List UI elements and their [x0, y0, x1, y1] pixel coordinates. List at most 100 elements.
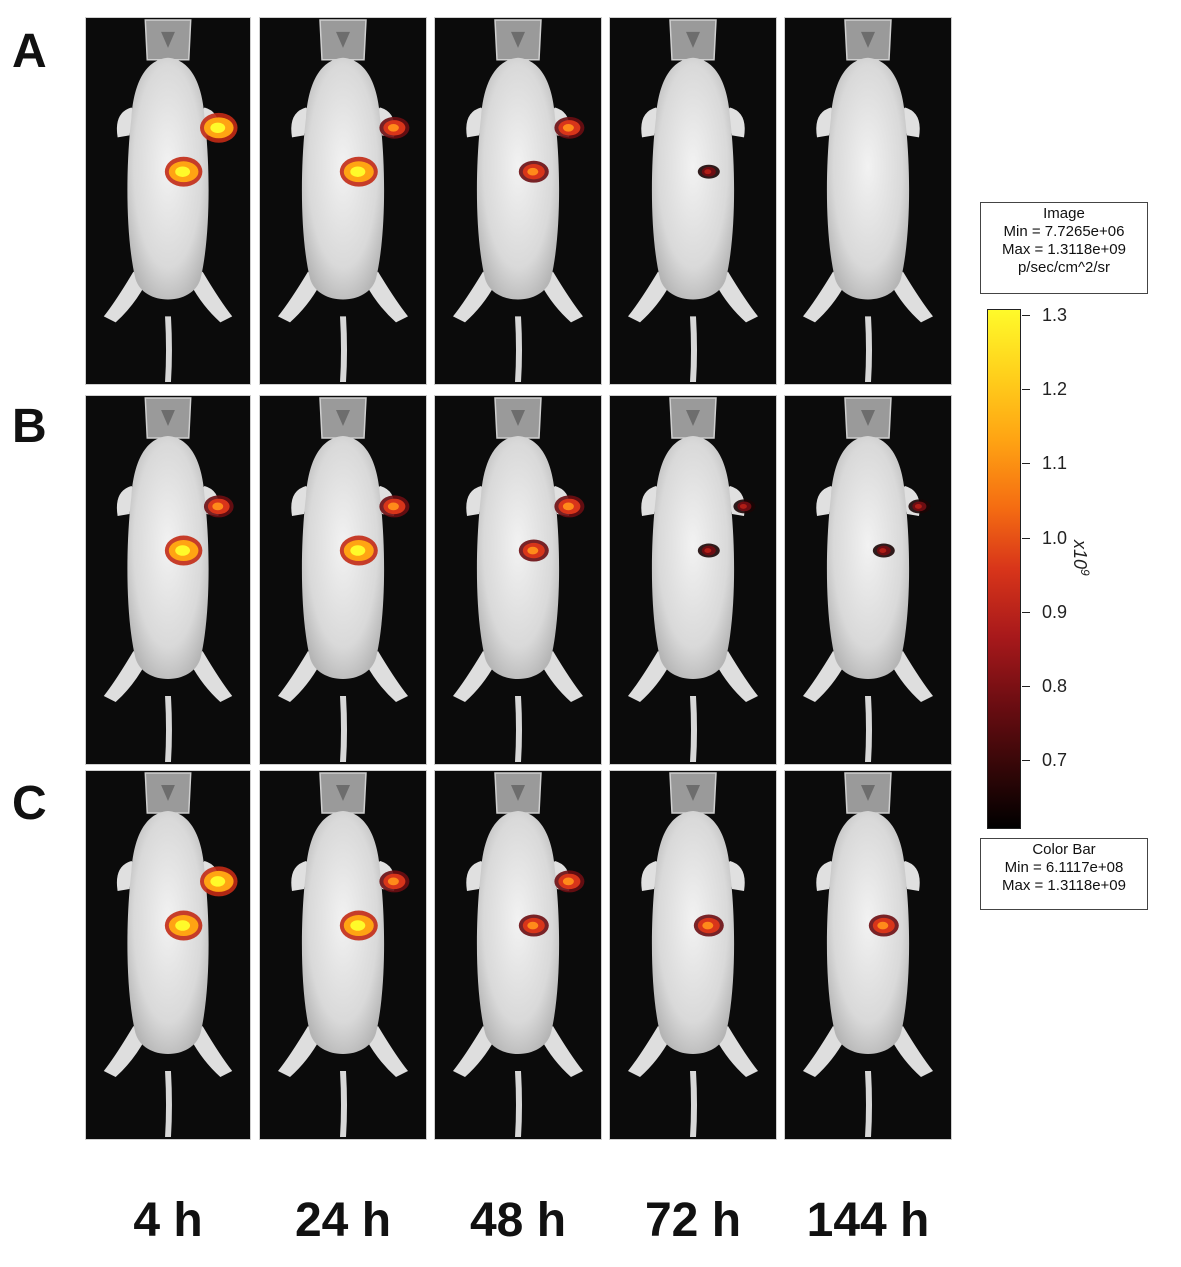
row-label-a: A	[12, 25, 47, 78]
colorbar-info-min: Min = 6.1117e+08	[1004, 859, 1124, 876]
colorbar-info-box: Color Bar Min = 6.1117e+08 Max = 1.3118e…	[980, 838, 1148, 910]
mouse-body-icon	[651, 811, 735, 1054]
time-label-24h: 24 h	[294, 1194, 392, 1247]
mouse-panel-a-0	[85, 17, 251, 385]
mouse-tail-icon	[515, 696, 522, 762]
mouse-hind-leg-left-icon	[453, 1026, 495, 1077]
signal-core	[562, 877, 574, 886]
nose-cone-mark	[686, 410, 700, 426]
time-label-48h: 48 h	[469, 1194, 567, 1247]
mouse-panel-c-2	[434, 770, 602, 1140]
mouse-panel-b-4	[784, 395, 952, 765]
mouse-hind-leg-left-icon	[278, 271, 320, 323]
nose-cone-mark	[511, 31, 525, 48]
signal-core	[175, 545, 191, 556]
color-bar-tick	[1022, 315, 1030, 316]
signal-core	[350, 545, 366, 556]
mouse-tail-icon	[340, 696, 347, 762]
mouse-panel-a-2	[434, 17, 602, 385]
color-bar-tick-label: 0.7	[1042, 750, 1068, 770]
image-info-box: Image Min = 7.7265e+06 Max = 1.3118e+09 …	[980, 202, 1148, 294]
signal-core	[704, 169, 712, 175]
signal-core	[562, 123, 574, 132]
mouse-body-icon	[476, 436, 560, 679]
mouse-body-icon	[476, 57, 560, 300]
signal-core	[702, 921, 714, 930]
color-bar-tick-label: 1.0	[1042, 527, 1068, 548]
mouse-hind-leg-left-icon	[453, 271, 495, 323]
mouse-tail-icon	[165, 1071, 172, 1137]
mouse-panel-b-3	[609, 395, 777, 765]
signal-core	[175, 166, 191, 177]
time-label-72h: 72 h	[644, 1194, 742, 1247]
mouse-body-icon	[826, 57, 910, 300]
color-bar-tick-label: 1.2	[1042, 379, 1068, 400]
signal-core	[175, 920, 191, 931]
mouse-tail-icon	[340, 316, 347, 383]
nose-cone-mark	[511, 410, 525, 426]
color-bar-tick	[1022, 611, 1030, 613]
nose-cone-mark	[161, 785, 175, 801]
mouse-panel-a-4	[784, 17, 952, 385]
time-label-144h: 144 h	[806, 1194, 930, 1247]
image-info-units: p/sec/cm^2/sr	[1017, 259, 1111, 276]
mouse-hind-leg-right-icon	[366, 651, 408, 702]
mouse-hind-leg-right-icon	[891, 271, 933, 323]
color-bar-tick	[1022, 389, 1030, 391]
mouse-hind-leg-left-icon	[628, 651, 670, 702]
mouse-tail-icon	[515, 316, 522, 383]
mouse-hind-leg-left-icon	[278, 1026, 320, 1077]
signal-core	[527, 546, 539, 555]
mouse-tail-icon	[865, 316, 872, 383]
mouse-panel-c-3	[609, 770, 777, 1140]
signal-core	[387, 123, 399, 132]
signal-core	[914, 503, 922, 509]
mouse-hind-leg-left-icon	[103, 1026, 146, 1077]
mouse-hind-leg-right-icon	[541, 271, 583, 323]
image-info-min: Min = 7.7265e+06	[1003, 223, 1125, 240]
mouse-tail-icon	[690, 316, 697, 383]
mouse-body-icon	[651, 57, 735, 300]
mouse-hind-leg-left-icon	[803, 651, 845, 702]
nose-cone-mark	[686, 31, 700, 48]
mouse-panel-a-3	[609, 17, 777, 385]
color-bar-tick-label: 0.8	[1042, 675, 1068, 696]
nose-cone-mark	[336, 410, 350, 426]
mouse-tail-icon	[165, 316, 172, 383]
mouse-hind-leg-left-icon	[453, 651, 495, 702]
signal-core	[562, 502, 574, 511]
signal-core	[210, 876, 226, 887]
mouse-hind-leg-right-icon	[190, 271, 233, 323]
mouse-hind-leg-right-icon	[541, 651, 583, 702]
mouse-hind-leg-right-icon	[716, 1026, 758, 1077]
colorbar-info-title: Color Bar	[1032, 841, 1096, 858]
mouse-hind-leg-left-icon	[103, 651, 146, 702]
signal-core	[739, 503, 747, 509]
mouse-hind-leg-left-icon	[278, 651, 320, 702]
color-bar-tick	[1022, 537, 1030, 539]
mouse-panel-b-2	[434, 395, 602, 765]
nose-cone-mark	[161, 31, 175, 48]
mouse-hind-leg-left-icon	[803, 271, 845, 323]
nose-cone-mark	[861, 410, 875, 426]
mouse-hind-leg-right-icon	[190, 651, 233, 702]
nose-cone-mark	[861, 31, 875, 48]
mouse-hind-leg-right-icon	[190, 1026, 233, 1077]
colorbar-info-max: Max = 1.3118e+09	[1002, 877, 1126, 894]
signal-core	[879, 548, 887, 554]
mouse-hind-leg-right-icon	[891, 651, 933, 702]
mouse-hind-leg-right-icon	[716, 271, 758, 323]
mouse-hind-leg-right-icon	[541, 1026, 583, 1077]
nose-cone-mark	[686, 785, 700, 801]
mouse-hind-leg-right-icon	[716, 651, 758, 702]
time-label-4h: 4 h	[133, 1194, 203, 1247]
mouse-hind-leg-left-icon	[803, 1026, 845, 1077]
mouse-panel-a-1	[259, 17, 427, 385]
row-label-b: B	[12, 400, 47, 453]
nose-cone-mark	[161, 410, 175, 426]
mouse-tail-icon	[340, 1071, 347, 1137]
mouse-panel-b-1	[259, 395, 427, 765]
mouse-body-icon	[826, 436, 910, 679]
color-bar	[987, 309, 1021, 829]
mouse-tail-icon	[165, 696, 172, 762]
